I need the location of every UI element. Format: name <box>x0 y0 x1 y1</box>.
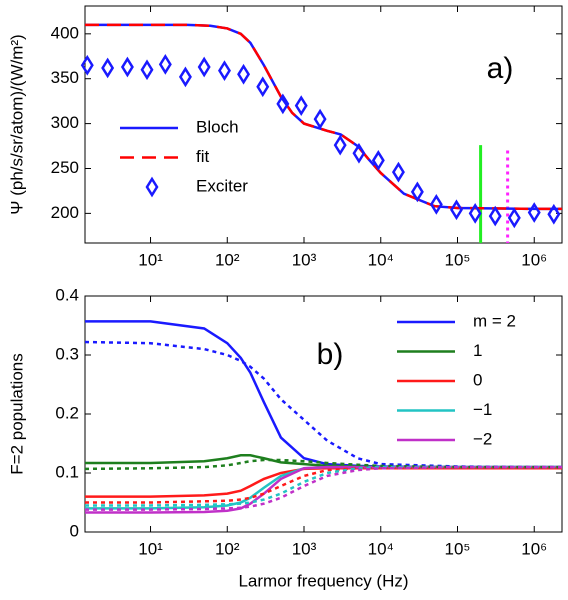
data-line <box>85 465 562 507</box>
data-line <box>85 23 562 211</box>
data-line <box>85 454 562 469</box>
x-axis-label: Larmor frequency (Hz) <box>238 571 408 590</box>
data-point <box>294 95 308 117</box>
legend-label: Exciter <box>196 176 248 195</box>
y-tick-label: 400 <box>51 23 79 42</box>
y-tick-label: 0.3 <box>55 344 79 363</box>
x-tick-label: 10¹ <box>138 250 163 269</box>
x-tick-label: 10² <box>215 539 240 558</box>
data-line <box>85 467 562 498</box>
y-tick-label: 0.2 <box>55 403 79 422</box>
legend-label: m = 2 <box>473 311 516 330</box>
legend-label: −2 <box>473 429 492 448</box>
panel-label: b) <box>317 338 344 371</box>
y-tick-label: 350 <box>51 68 79 87</box>
plot-frame <box>84 5 563 244</box>
legend-symbol <box>145 176 159 198</box>
x-tick-label: 10⁶ <box>521 539 547 558</box>
y-axis-label: Ψ (ph/s/sr/atom)/(W/m²) <box>7 34 26 214</box>
data-point <box>313 108 327 130</box>
data-point <box>120 56 134 78</box>
data-point <box>488 205 502 227</box>
y-axis-label: F=2 populations <box>7 353 26 474</box>
x-tick-label: 10⁴ <box>368 539 394 558</box>
legend-label: −1 <box>473 400 492 419</box>
data-point <box>80 54 94 76</box>
data-point <box>352 142 366 164</box>
y-tick-label: 200 <box>51 203 79 222</box>
y-tick-label: 300 <box>51 113 79 132</box>
data-point <box>391 161 405 183</box>
x-tick-label: 10³ <box>292 539 317 558</box>
data-line <box>85 465 562 510</box>
data-point <box>547 203 561 225</box>
x-tick-label: 10⁴ <box>368 250 394 269</box>
y-tick-label: 0.4 <box>55 285 79 304</box>
data-point <box>276 93 290 115</box>
data-line <box>85 465 562 514</box>
y-tick-label: 0.1 <box>55 462 79 481</box>
data-point <box>101 57 115 79</box>
data-point <box>237 63 251 85</box>
x-tick-label: 10¹ <box>138 539 163 558</box>
panel-label: a) <box>487 52 514 85</box>
x-tick-label: 10⁵ <box>445 250 471 269</box>
data-point <box>410 181 424 203</box>
legend-label: 0 <box>473 370 482 389</box>
data-line <box>85 465 562 511</box>
legend-label: fit <box>196 147 210 166</box>
data-point <box>507 207 521 229</box>
y-tick-label: 250 <box>51 158 79 177</box>
data-point <box>429 194 443 215</box>
legend-label: 1 <box>473 341 482 360</box>
data-point <box>371 150 385 171</box>
data-point <box>140 59 154 81</box>
x-tick-label: 10² <box>215 250 240 269</box>
data-point <box>256 76 270 98</box>
x-tick-label: 10⁵ <box>445 539 471 558</box>
data-point <box>468 203 482 224</box>
data-point <box>218 60 231 81</box>
data-point <box>197 56 211 78</box>
data-point <box>527 202 541 223</box>
data-point <box>450 199 463 221</box>
legend-label: Bloch <box>196 117 239 136</box>
y-tick-label: 0 <box>70 521 79 540</box>
data-point <box>333 134 347 156</box>
x-tick-label: 10⁶ <box>521 250 547 269</box>
data-point <box>158 53 172 75</box>
data-point <box>178 66 192 88</box>
x-tick-label: 10³ <box>292 250 317 269</box>
